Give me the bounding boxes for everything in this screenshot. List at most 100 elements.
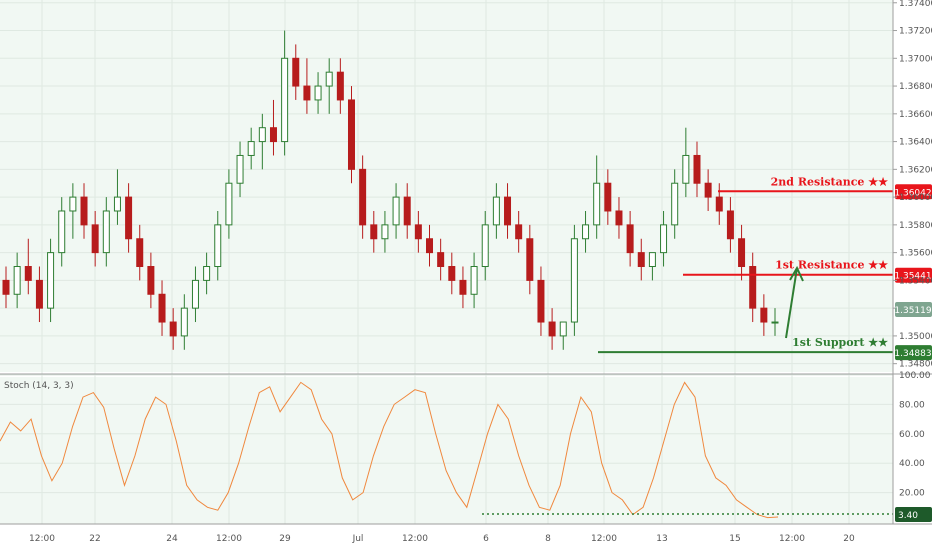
candle-body: [325, 71, 333, 87]
current-price-tag: 1.35119: [894, 302, 932, 317]
price-tick-label: 1.36400: [899, 138, 932, 148]
candle-body: [515, 224, 523, 240]
price-tick-label: 1.36600: [899, 110, 932, 120]
candle-body: [559, 321, 567, 337]
stoch-current-tag-background: [895, 507, 932, 522]
stoch-tick-label: 100.00: [899, 371, 931, 381]
level-price-tag-text: 1.34883: [894, 349, 931, 359]
time-axis: 12:00 22 24 12:00 29 Jul 12:00 6 8 12:00 13 15 12:00…: [29, 534, 855, 544]
candle-body: [470, 266, 478, 295]
candle-body: [180, 307, 188, 337]
candle-body: [392, 196, 400, 226]
time-tick-label: 6: [483, 534, 489, 544]
stoch-pane-background: [0, 377, 893, 524]
time-tick-label: 12:00: [779, 534, 805, 544]
candle-body: [13, 266, 21, 295]
level-price-tag: [895, 184, 932, 200]
time-tick-label: 24: [166, 534, 178, 544]
level-price-tag: [895, 345, 932, 361]
candle-body: [35, 279, 43, 309]
price-tick-label: 1.35600: [899, 249, 932, 259]
price-tick-label: 1.37200: [899, 27, 932, 37]
candle-body: [738, 238, 746, 268]
level-price-tag-text: 1.36042: [894, 188, 931, 198]
candle-body: [593, 182, 601, 226]
candle-body: [570, 238, 578, 323]
candle-body: [414, 224, 422, 240]
candle-body: [191, 279, 199, 309]
stoch-tick-label: 40.00: [899, 459, 925, 469]
candle-body: [347, 99, 355, 170]
current-price-tag-background: [895, 302, 932, 317]
candle-body: [615, 210, 623, 226]
time-tick-label: 15: [729, 534, 740, 544]
level-label: 1st Resistance ★★: [775, 259, 888, 272]
time-tick-label: 12:00: [29, 534, 55, 544]
candle-body: [648, 252, 656, 268]
candle-body: [760, 307, 768, 323]
price-pane-background: [0, 0, 893, 372]
stoch-axis: 100.00 80.00 60.00 40.00 20.00: [899, 371, 931, 499]
candle-body: [258, 127, 266, 143]
candle-body: [492, 196, 500, 226]
candle-body: [69, 196, 77, 212]
candle-body: [158, 293, 166, 323]
candle-body: [504, 196, 512, 226]
price-tick-label: 1.37000: [899, 54, 932, 64]
stoch-tick-label: 80.00: [899, 400, 925, 410]
candlestick-series: [2, 30, 779, 350]
level-price-tag-text: 1.35441: [894, 272, 931, 282]
candle-body: [682, 154, 690, 184]
candle-body: [136, 238, 144, 268]
candle-body: [169, 321, 177, 337]
candle-body: [303, 85, 311, 101]
stoch-line: [0, 381, 779, 519]
candle-body: [80, 196, 88, 226]
forecast-arrow-shaft: [785, 267, 798, 339]
time-tick-label: Jul: [352, 534, 364, 544]
candle-body: [214, 224, 222, 268]
candle-body: [47, 252, 55, 309]
candle-body: [604, 182, 612, 212]
candle-body: [548, 321, 556, 337]
candle-body: [448, 266, 456, 281]
price-tick-label: 1.36800: [899, 82, 932, 92]
time-tick-label: 29: [279, 534, 291, 544]
candle-body: [637, 252, 645, 268]
time-tick-label: 12:00: [402, 534, 428, 544]
candle-body: [537, 279, 545, 323]
candle-body: [203, 266, 211, 281]
price-tick-label: 1.35000: [899, 332, 932, 342]
candle-body: [693, 154, 701, 184]
candle-body: [102, 210, 110, 254]
time-tick-label: 12:00: [591, 534, 617, 544]
stoch-current-tag: 3.40: [895, 507, 932, 522]
candle-body: [660, 224, 668, 254]
candle-body: [247, 141, 255, 156]
candle-body: [292, 57, 300, 87]
price-tick-label: 1.35400: [899, 276, 932, 286]
stoch-tick-label: 60.00: [899, 430, 925, 440]
candle-body: [671, 182, 679, 226]
candle-body: [437, 252, 445, 268]
candle-body: [526, 238, 534, 281]
candle-body: [370, 224, 378, 240]
candle-body: [269, 127, 277, 143]
candle-body: [381, 224, 389, 240]
time-tick-label: 8: [545, 534, 551, 544]
time-tick-label: 13: [656, 534, 667, 544]
level-label: 1st Support ★★: [792, 336, 888, 349]
time-tick-label: 20: [843, 534, 855, 544]
forecast-arrow-head: [789, 265, 804, 282]
price-tick-label: 1.37400: [899, 0, 932, 9]
candle-body: [24, 266, 32, 281]
price-tick-label: 1.35800: [899, 221, 932, 231]
candle-body: [359, 168, 367, 226]
candle-body: [715, 196, 723, 212]
level-label: 2nd Resistance ★★: [771, 175, 888, 188]
candle-body: [626, 224, 634, 254]
candle-body: [281, 57, 289, 143]
candle-body: [749, 266, 757, 309]
candle-body: [426, 238, 434, 254]
candle-body: [236, 154, 244, 184]
